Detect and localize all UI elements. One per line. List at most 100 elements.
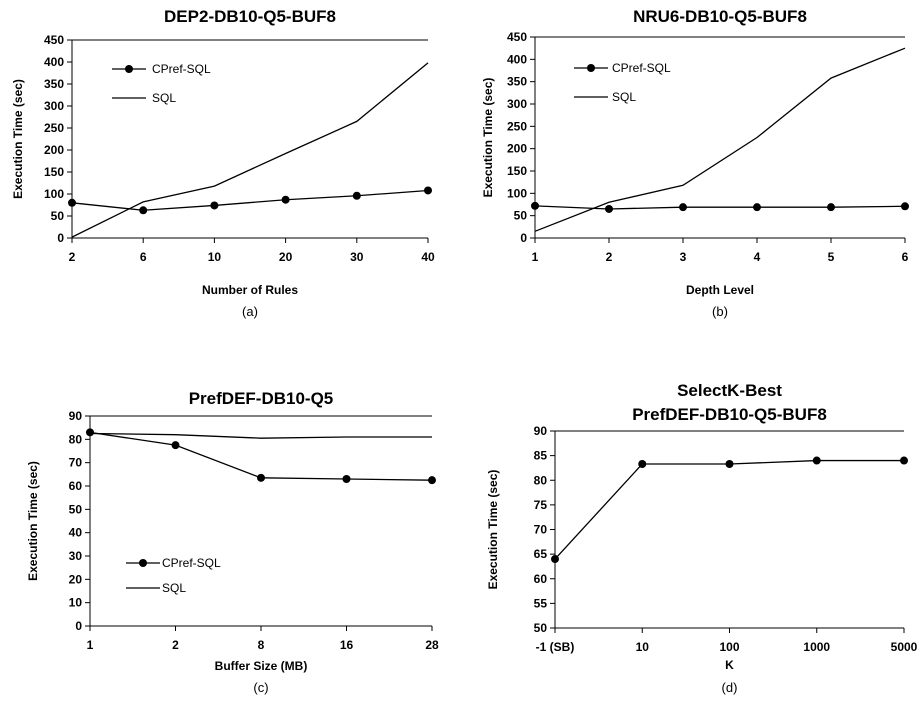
y-tick-label: 200 xyxy=(44,143,64,157)
y-tick-label: 250 xyxy=(44,121,64,135)
y-tick-label: 55 xyxy=(534,596,548,610)
y-tick-label: 300 xyxy=(507,97,527,111)
series-line-cpref-sql xyxy=(534,205,906,210)
series-line-sql xyxy=(89,432,432,439)
chart-caption: (a) xyxy=(242,304,258,319)
series-line-series xyxy=(554,459,904,560)
y-tick-label: 350 xyxy=(507,75,527,89)
y-tick-label: 100 xyxy=(44,187,64,201)
x-axis-label: K xyxy=(725,658,734,672)
x-axis-label: Depth Level xyxy=(686,283,754,297)
x-tick-label: 8 xyxy=(258,638,265,652)
data-point-cpref-sql xyxy=(827,203,835,212)
data-point-cpref-sql xyxy=(428,476,436,485)
x-tick-label: 2 xyxy=(69,250,76,264)
y-tick-label: 60 xyxy=(534,572,548,586)
chart-title: PrefDEF-DB10-Q5 xyxy=(189,389,334,408)
y-axis-label: Execution Time (sec) xyxy=(26,461,40,581)
chart-title: DEP2-DB10-Q5-BUF8 xyxy=(164,7,336,26)
data-point-cpref-sql xyxy=(68,198,76,207)
x-tick-label: 6 xyxy=(140,250,147,264)
data-point-series xyxy=(725,459,734,468)
y-tick-label: 90 xyxy=(69,409,83,423)
chart-caption: (b) xyxy=(712,304,728,319)
data-point-cpref-sql xyxy=(531,201,539,210)
chart-title: SelectK-Best xyxy=(677,381,782,400)
x-tick-label: 30 xyxy=(350,250,364,264)
x-tick-label: 100 xyxy=(719,640,739,654)
y-tick-label: 50 xyxy=(51,209,65,223)
data-point-cpref-sql xyxy=(210,201,219,210)
y-tick-label: 40 xyxy=(69,526,83,540)
data-point-series xyxy=(638,459,647,468)
legend-label-cpref-sql: CPref-SQL xyxy=(612,61,671,75)
y-tick-label: 200 xyxy=(507,142,527,156)
y-tick-label: 100 xyxy=(507,186,527,200)
y-tick-label: 70 xyxy=(534,523,548,537)
chart-caption: (c) xyxy=(253,680,268,695)
x-tick-label: 3 xyxy=(680,250,687,264)
y-tick-label: 400 xyxy=(507,52,527,66)
x-tick-label: 28 xyxy=(425,638,439,652)
data-point-cpref-sql xyxy=(342,475,351,483)
legend-marker-cpref-sql xyxy=(125,65,133,73)
y-axis-label: Execution Time (sec) xyxy=(481,78,495,198)
series-line-cpref-sql xyxy=(89,431,433,481)
y-tick-label: 10 xyxy=(69,596,83,610)
x-tick-label: 40 xyxy=(421,250,435,264)
data-point-cpref-sql xyxy=(753,203,761,212)
y-tick-label: 0 xyxy=(57,231,64,245)
data-point-series xyxy=(900,456,908,465)
chart-panel-a: DEP2-DB10-Q5-BUF8 0 50 100 150 200 250 300 350 40… xyxy=(11,7,435,319)
y-tick-label: 0 xyxy=(520,231,527,245)
chart-caption: (d) xyxy=(722,680,738,695)
y-tick-label: 65 xyxy=(534,547,548,561)
y-tick-label: 350 xyxy=(44,77,64,91)
data-point-cpref-sql xyxy=(679,203,687,212)
legend-label-cpref-sql: CPref-SQL xyxy=(162,556,221,570)
y-tick-label: 150 xyxy=(507,164,527,178)
y-tick-label: 50 xyxy=(69,502,83,516)
data-point-cpref-sql xyxy=(281,195,290,204)
x-tick-label: 2 xyxy=(606,250,613,264)
chart-title: NRU6-DB10-Q5-BUF8 xyxy=(633,7,807,26)
y-tick-label: 85 xyxy=(534,449,548,463)
chart-panel-d: SelectK-Best PrefDEF-DB10-Q5-BUF8 50 55 60 65… xyxy=(486,381,918,695)
y-tick-label: 0 xyxy=(75,619,82,633)
data-point-cpref-sql xyxy=(257,473,265,482)
y-axis-label: Execution Time (sec) xyxy=(11,79,25,199)
y-tick-label: 75 xyxy=(534,498,548,512)
chart-subtitle: PrefDEF-DB10-Q5-BUF8 xyxy=(632,405,827,424)
series-line-sql xyxy=(71,62,429,238)
chart-panel-b: NRU6-DB10-Q5-BUF8 0 50 100 150 200 250 300 350 40… xyxy=(481,7,909,319)
x-tick-label: 20 xyxy=(279,250,293,264)
y-tick-label: 80 xyxy=(534,473,548,487)
y-tick-label: 150 xyxy=(44,165,64,179)
data-point-cpref-sql xyxy=(86,428,94,437)
legend-marker-cpref-sql xyxy=(139,559,147,567)
x-tick-label: 1 xyxy=(532,250,539,264)
legend-label-sql: SQL xyxy=(162,581,186,595)
y-tick-label: 250 xyxy=(507,119,527,133)
x-tick-label: 1000 xyxy=(803,640,830,654)
y-tick-label: 60 xyxy=(69,479,83,493)
legend-marker-cpref-sql xyxy=(587,64,595,72)
y-tick-label: 50 xyxy=(534,621,548,635)
data-point-cpref-sql xyxy=(139,206,148,215)
x-tick-label: 4 xyxy=(754,250,761,264)
legend-label-sql: SQL xyxy=(152,91,176,105)
x-axis-label: Number of Rules xyxy=(202,283,298,297)
data-point-cpref-sql xyxy=(171,441,180,450)
y-tick-label: 400 xyxy=(44,55,64,69)
y-tick-label: 30 xyxy=(69,549,83,563)
x-tick-label: 2 xyxy=(172,638,179,652)
x-axis-label: Buffer Size (MB) xyxy=(215,659,308,673)
data-point-series xyxy=(812,456,821,465)
y-tick-label: 300 xyxy=(44,99,64,113)
y-axis-label: Execution Time (sec) xyxy=(486,470,500,590)
x-tick-label: 10 xyxy=(636,640,650,654)
y-tick-label: 450 xyxy=(44,33,64,47)
x-tick-label: 5000 xyxy=(891,640,918,654)
x-tick-label: -1 (SB) xyxy=(536,640,575,654)
